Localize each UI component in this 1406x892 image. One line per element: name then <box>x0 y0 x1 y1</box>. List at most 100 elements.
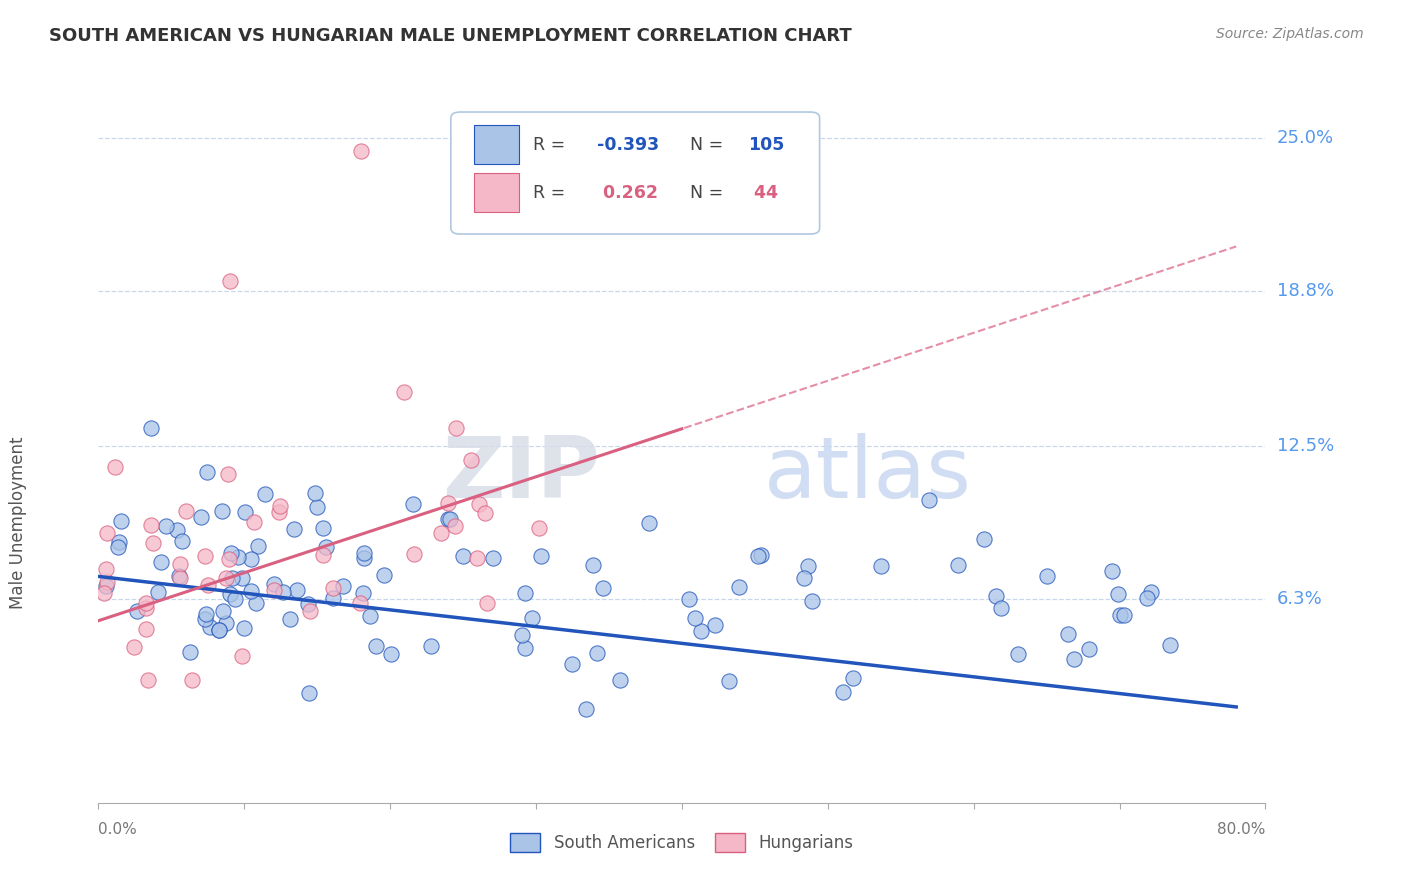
Point <box>110 514 132 528</box>
Point <box>135 596 157 610</box>
Point <box>231 571 253 585</box>
Point <box>515 641 537 656</box>
Point <box>269 505 291 519</box>
Text: N =: N = <box>690 184 728 202</box>
Point <box>474 506 496 520</box>
Point <box>311 521 333 535</box>
Point <box>402 497 425 511</box>
Point <box>135 623 157 637</box>
Point <box>609 673 631 688</box>
Text: Male Unemployment: Male Unemployment <box>10 436 27 608</box>
Point <box>444 421 467 435</box>
Point <box>215 616 238 631</box>
Point <box>273 584 295 599</box>
Text: 6.3%: 6.3% <box>1277 590 1323 607</box>
Point <box>245 596 267 610</box>
Point <box>297 597 319 611</box>
Point <box>683 611 706 625</box>
Point <box>475 596 498 610</box>
Point <box>1136 591 1159 605</box>
Point <box>224 592 246 607</box>
Point <box>359 609 381 624</box>
Point <box>638 516 661 531</box>
Text: 80.0%: 80.0% <box>1218 822 1265 838</box>
Point <box>1159 638 1181 652</box>
Point <box>278 612 301 626</box>
Point <box>298 604 321 618</box>
Point <box>108 535 131 549</box>
Point <box>181 673 204 687</box>
Text: N =: N = <box>690 136 728 153</box>
Point <box>467 497 489 511</box>
Point <box>94 562 117 576</box>
Point <box>510 628 533 642</box>
Text: 0.262: 0.262 <box>596 184 658 202</box>
Text: 12.5%: 12.5% <box>1277 437 1334 455</box>
Point <box>443 518 465 533</box>
Legend: South Americans, Hungarians: South Americans, Hungarians <box>503 826 860 859</box>
Point <box>678 591 700 606</box>
Point <box>1063 652 1085 666</box>
Point <box>247 539 270 553</box>
Point <box>304 485 326 500</box>
Text: Source: ZipAtlas.com: Source: ZipAtlas.com <box>1216 27 1364 41</box>
Text: 25.0%: 25.0% <box>1277 129 1334 147</box>
Text: atlas: atlas <box>763 433 972 516</box>
Point <box>226 549 249 564</box>
Point <box>139 421 162 435</box>
Point <box>135 601 157 615</box>
Point <box>1107 587 1129 601</box>
Point <box>96 525 118 540</box>
Point <box>155 519 177 533</box>
Point <box>592 582 614 596</box>
Point <box>285 582 308 597</box>
Point <box>751 548 773 562</box>
Point <box>211 604 233 618</box>
Point <box>380 647 402 661</box>
Point <box>419 639 441 653</box>
Point <box>582 558 605 572</box>
Point <box>1057 626 1080 640</box>
Point <box>240 584 263 599</box>
Text: 0.0%: 0.0% <box>98 822 138 838</box>
Text: 105: 105 <box>748 136 785 153</box>
Point <box>439 512 461 526</box>
Point <box>973 532 995 546</box>
Point <box>127 604 149 618</box>
Point <box>451 549 474 564</box>
Point <box>174 504 197 518</box>
Text: 18.8%: 18.8% <box>1277 282 1334 300</box>
Point <box>831 685 853 699</box>
Text: -0.393: -0.393 <box>596 136 659 153</box>
Point <box>231 648 253 663</box>
Point <box>465 550 488 565</box>
Point <box>842 671 865 685</box>
Point <box>141 517 163 532</box>
Point <box>298 686 321 700</box>
Point <box>315 540 337 554</box>
Point <box>586 646 609 660</box>
Text: ZIP: ZIP <box>443 433 600 516</box>
Point <box>269 499 291 513</box>
Text: 44: 44 <box>748 184 779 202</box>
Point <box>104 459 127 474</box>
Text: SOUTH AMERICAN VS HUNGARIAN MALE UNEMPLOYMENT CORRELATION CHART: SOUTH AMERICAN VS HUNGARIAN MALE UNEMPLO… <box>49 27 852 45</box>
Point <box>311 548 333 562</box>
Point <box>218 274 240 288</box>
Point <box>1078 642 1101 657</box>
Text: R =: R = <box>533 184 571 202</box>
Point <box>520 610 543 624</box>
Point <box>1114 607 1136 622</box>
Point <box>436 512 458 526</box>
Point <box>575 702 598 716</box>
Point <box>718 674 741 689</box>
Point <box>364 639 387 653</box>
Point <box>141 536 163 550</box>
Point <box>194 613 217 627</box>
Point <box>322 591 344 606</box>
Point <box>167 569 190 583</box>
Point <box>352 586 374 600</box>
FancyBboxPatch shape <box>474 173 519 212</box>
Point <box>219 546 242 560</box>
Point <box>990 601 1012 615</box>
